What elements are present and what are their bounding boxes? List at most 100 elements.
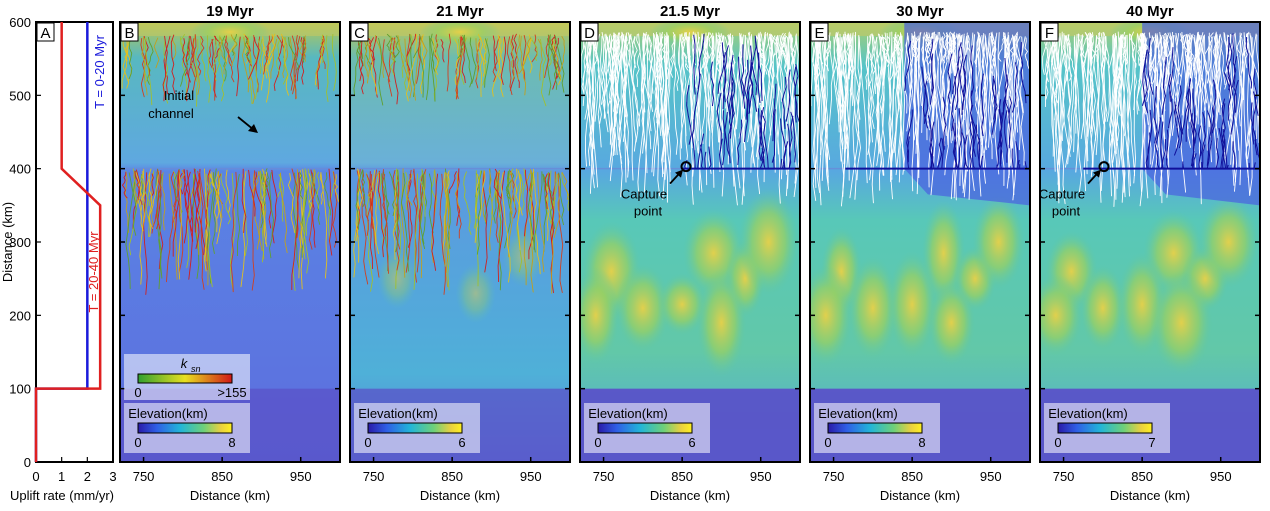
map-xlabel: Distance (km) bbox=[880, 488, 960, 503]
x-tick-label: 750 bbox=[1053, 469, 1075, 484]
y-tick-label: 200 bbox=[9, 308, 31, 323]
colorbar-max: 6 bbox=[458, 435, 465, 450]
elevation-label: Elevation(km) bbox=[1048, 406, 1127, 421]
x-tick-label: 750 bbox=[593, 469, 615, 484]
elevation-legend: Elevation(km) 0 8 bbox=[124, 403, 250, 453]
elevation-label: Elevation(km) bbox=[358, 406, 437, 421]
uplifted-ridge bbox=[738, 189, 798, 296]
uplifted-ridge bbox=[456, 263, 496, 323]
ksn-subscript: sn bbox=[191, 364, 201, 374]
uplifted-ridge bbox=[928, 280, 975, 364]
elevation-legend: Elevation(km) 0 6 bbox=[354, 403, 480, 453]
map-xlabel: Distance (km) bbox=[190, 488, 270, 503]
map-panel-e: 750 850 950 Distance (km) 30 Myr E Elevation(k… bbox=[799, 3, 1031, 503]
elevation-label: Elevation(km) bbox=[818, 406, 897, 421]
x-tick-label: 950 bbox=[750, 469, 772, 484]
x-tick-label: 0 bbox=[32, 469, 39, 484]
map-terrain bbox=[799, 18, 1031, 462]
label-0-20-myr: T = 0-20 Myr bbox=[92, 34, 107, 108]
initial-channel-text: channel bbox=[148, 106, 194, 121]
map-xlabel: Distance (km) bbox=[420, 488, 500, 503]
panel-a-letter: A bbox=[40, 25, 50, 42]
map-terrain bbox=[350, 18, 570, 462]
panel-letter: F bbox=[1045, 25, 1054, 42]
x-tick-label: 950 bbox=[520, 469, 542, 484]
map-panel-c: 750 850 950 Distance (km) 21 Myr C Elevation(k… bbox=[350, 3, 570, 503]
x-tick-label: 950 bbox=[980, 469, 1002, 484]
uplifted-ridge bbox=[1198, 196, 1259, 288]
elevation-colorbar bbox=[828, 423, 922, 433]
x-tick-label: 1 bbox=[58, 469, 65, 484]
x-tick-label: 3 bbox=[109, 469, 116, 484]
map-terrain bbox=[572, 18, 800, 462]
x-tick-label: 2 bbox=[84, 469, 91, 484]
x-tick-label: 850 bbox=[671, 469, 693, 484]
elevation-colorbar bbox=[1058, 423, 1152, 433]
panel-letter: E bbox=[814, 25, 824, 42]
colorbar-max: 8 bbox=[228, 435, 235, 450]
uplifted-ridge bbox=[799, 265, 853, 366]
colorbar-min: 0 bbox=[364, 435, 371, 450]
x-tick-label: 950 bbox=[290, 469, 312, 484]
elevation-colorbar bbox=[598, 423, 692, 433]
ksn-colorbar bbox=[138, 374, 232, 383]
x-tick-label: 750 bbox=[823, 469, 845, 484]
map-xlabel: Distance (km) bbox=[1110, 488, 1190, 503]
map-xlabel: Distance (km) bbox=[650, 488, 730, 503]
colorbar-max: 6 bbox=[688, 435, 695, 450]
x-tick-label: 750 bbox=[363, 469, 385, 484]
capture-text: Capture bbox=[621, 187, 667, 202]
map-panel-b: 750 850 950 Distance (km) 19 Myr B Elevation(k… bbox=[120, 3, 340, 503]
panel-title: 30 Myr bbox=[896, 3, 944, 20]
uplifted-ridge bbox=[972, 195, 1024, 289]
elevation-legend: Elevation(km) 0 8 bbox=[814, 403, 940, 453]
colorbar-min: 0 bbox=[594, 435, 601, 450]
colorbar-min: 0 bbox=[1054, 435, 1061, 450]
colorbar-min: 0 bbox=[134, 435, 141, 450]
uplifted-ridge bbox=[1028, 274, 1083, 356]
elevation-colorbar bbox=[368, 423, 462, 433]
x-tick-label: 950 bbox=[1210, 469, 1232, 484]
map-terrain bbox=[1028, 18, 1264, 462]
elevation-legend: Elevation(km) 0 7 bbox=[1044, 403, 1170, 453]
elevation-legend: Elevation(km) 0 6 bbox=[584, 403, 710, 453]
map-panels: 750 850 950 Distance (km) 19 Myr B Elevation(k… bbox=[120, 3, 1264, 503]
capture-text: Capture bbox=[1039, 187, 1085, 202]
ksn-min: 0 bbox=[134, 385, 141, 400]
map-panel-f: 750 850 950 Distance (km) 40 Myr F Elevation(k… bbox=[1028, 3, 1264, 503]
panel-letter: D bbox=[584, 25, 595, 42]
panel-title: 21 Myr bbox=[436, 3, 484, 20]
capture-text: point bbox=[634, 204, 663, 219]
capture-text: point bbox=[1052, 204, 1081, 219]
uplifted-ridge bbox=[1150, 271, 1213, 374]
panel-letter: C bbox=[354, 25, 365, 42]
x-tick-label: 850 bbox=[1131, 469, 1153, 484]
uplifted-ridge bbox=[377, 249, 417, 309]
y-tick-label: 400 bbox=[9, 162, 31, 177]
x-tick-label: 850 bbox=[901, 469, 923, 484]
x-tick-label: 850 bbox=[211, 469, 233, 484]
elevation-colorbar bbox=[138, 423, 232, 433]
x-tick-label: 750 bbox=[133, 469, 155, 484]
colorbar-min: 0 bbox=[824, 435, 831, 450]
initial-channel-text: Initial bbox=[164, 88, 194, 103]
elevation-label: Elevation(km) bbox=[128, 406, 207, 421]
uplifted-ridge bbox=[697, 268, 747, 376]
panel-title: 19 Myr bbox=[206, 3, 254, 20]
y-tick-label: 500 bbox=[9, 88, 31, 103]
panel-a-ylabel: Distance (km) bbox=[0, 202, 15, 282]
colorbar-max: 7 bbox=[1148, 435, 1155, 450]
y-tick-label: 0 bbox=[24, 455, 31, 470]
elevation-label: Elevation(km) bbox=[588, 406, 667, 421]
colorbar-max: 8 bbox=[918, 435, 925, 450]
panel-letter: B bbox=[124, 25, 134, 42]
x-tick-label: 850 bbox=[441, 469, 463, 484]
y-tick-label: 600 bbox=[9, 15, 31, 30]
ksn-max: >155 bbox=[217, 385, 246, 400]
panel-title: 40 Myr bbox=[1126, 3, 1174, 20]
panel-a-xlabel: Uplift rate (mm/yr) bbox=[10, 488, 114, 503]
